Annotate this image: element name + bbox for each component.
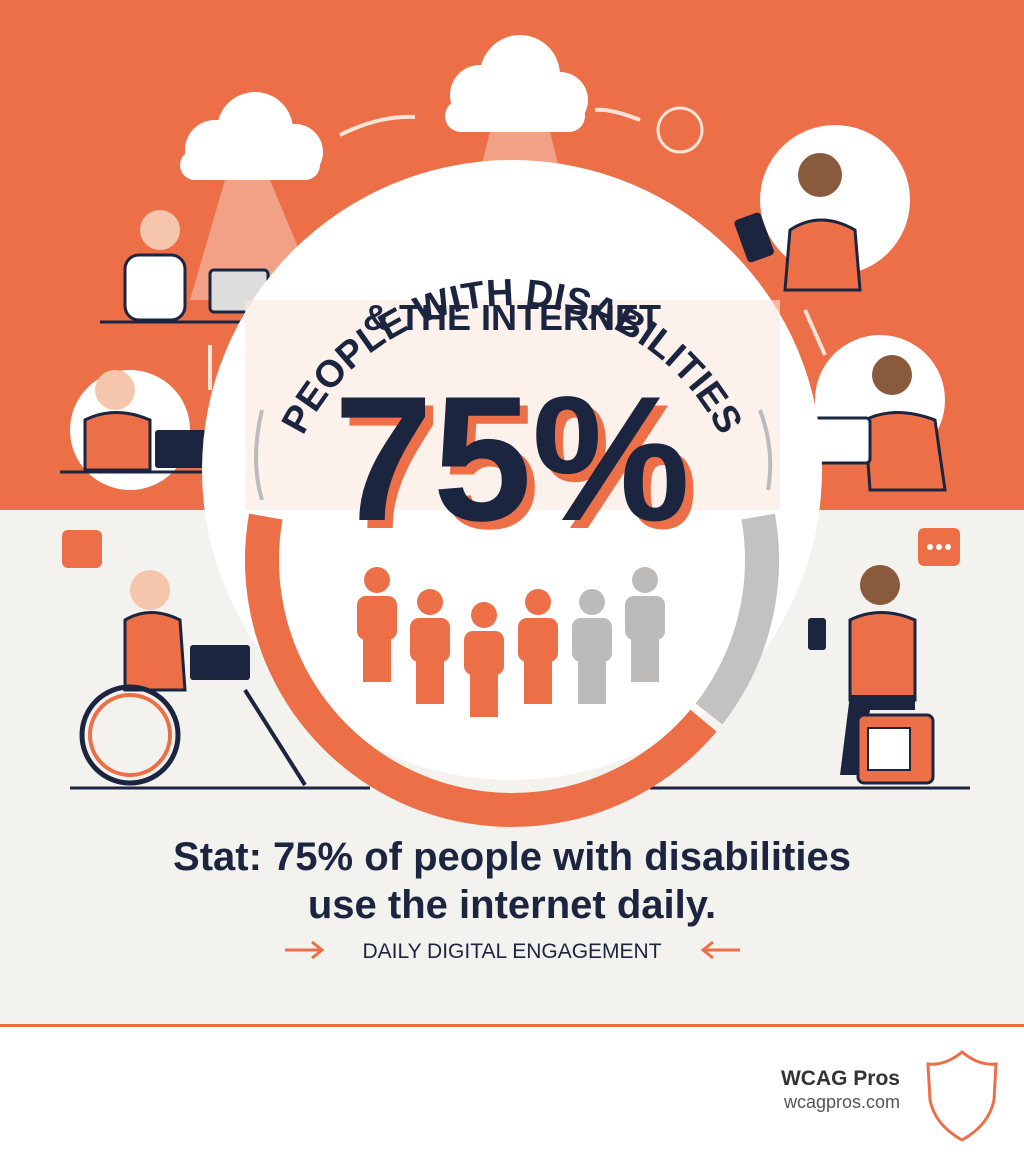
tagline: DAILY DIGITAL ENGAGEMENT	[362, 940, 661, 963]
divider	[0, 1024, 1024, 1027]
arrows	[208, 107, 827, 390]
cloud	[445, 35, 588, 132]
arc-accent	[254, 409, 264, 501]
stat-shadow: 75%	[342, 367, 698, 566]
title-line: & THE INTERNET	[363, 297, 661, 338]
person-icon-legs	[578, 656, 606, 704]
brand-name: WCAG Pros	[781, 1067, 900, 1090]
arc-accent	[758, 409, 773, 491]
person-phone	[650, 565, 970, 790]
person-icon-legs	[416, 656, 444, 704]
person-wheelchair	[70, 570, 370, 790]
ring-value	[245, 513, 717, 827]
ring-remainder	[695, 513, 779, 725]
person-icon-legs	[470, 669, 498, 717]
person-icon-body	[464, 631, 504, 675]
caption-line: Stat: 75% of people with disabilities	[173, 835, 851, 879]
person-icon-body	[410, 618, 450, 662]
person-icon-head	[364, 567, 390, 593]
person-icon-head	[632, 567, 658, 593]
person-icon-legs	[524, 656, 552, 704]
person-icon-body	[572, 618, 612, 662]
person-icon-legs	[631, 634, 659, 682]
person-icon-body	[625, 596, 665, 640]
person-icon-head	[471, 602, 497, 628]
touch-icon	[62, 530, 102, 568]
stat-value: 75%	[334, 359, 690, 558]
stat-ring	[245, 513, 779, 827]
tagline-arrows	[285, 940, 740, 960]
caption-line: use the internet daily.	[308, 883, 716, 927]
cloud	[180, 92, 323, 180]
person-icon-head	[417, 589, 443, 615]
person-icon-body	[518, 618, 558, 662]
globe	[656, 106, 704, 154]
person-icon-body	[357, 596, 397, 640]
person-icon-head	[525, 589, 551, 615]
brand-url: wcagpros.com	[783, 1092, 900, 1112]
person-tablet	[734, 153, 862, 292]
person-icon-legs	[363, 634, 391, 682]
person-tablet	[808, 355, 947, 492]
brand-shield	[926, 1050, 998, 1142]
stat-band	[245, 300, 780, 510]
person-icon-head	[579, 589, 605, 615]
footer-background	[0, 1027, 1024, 1154]
chat-dots	[927, 544, 951, 550]
people-icons	[357, 567, 665, 717]
